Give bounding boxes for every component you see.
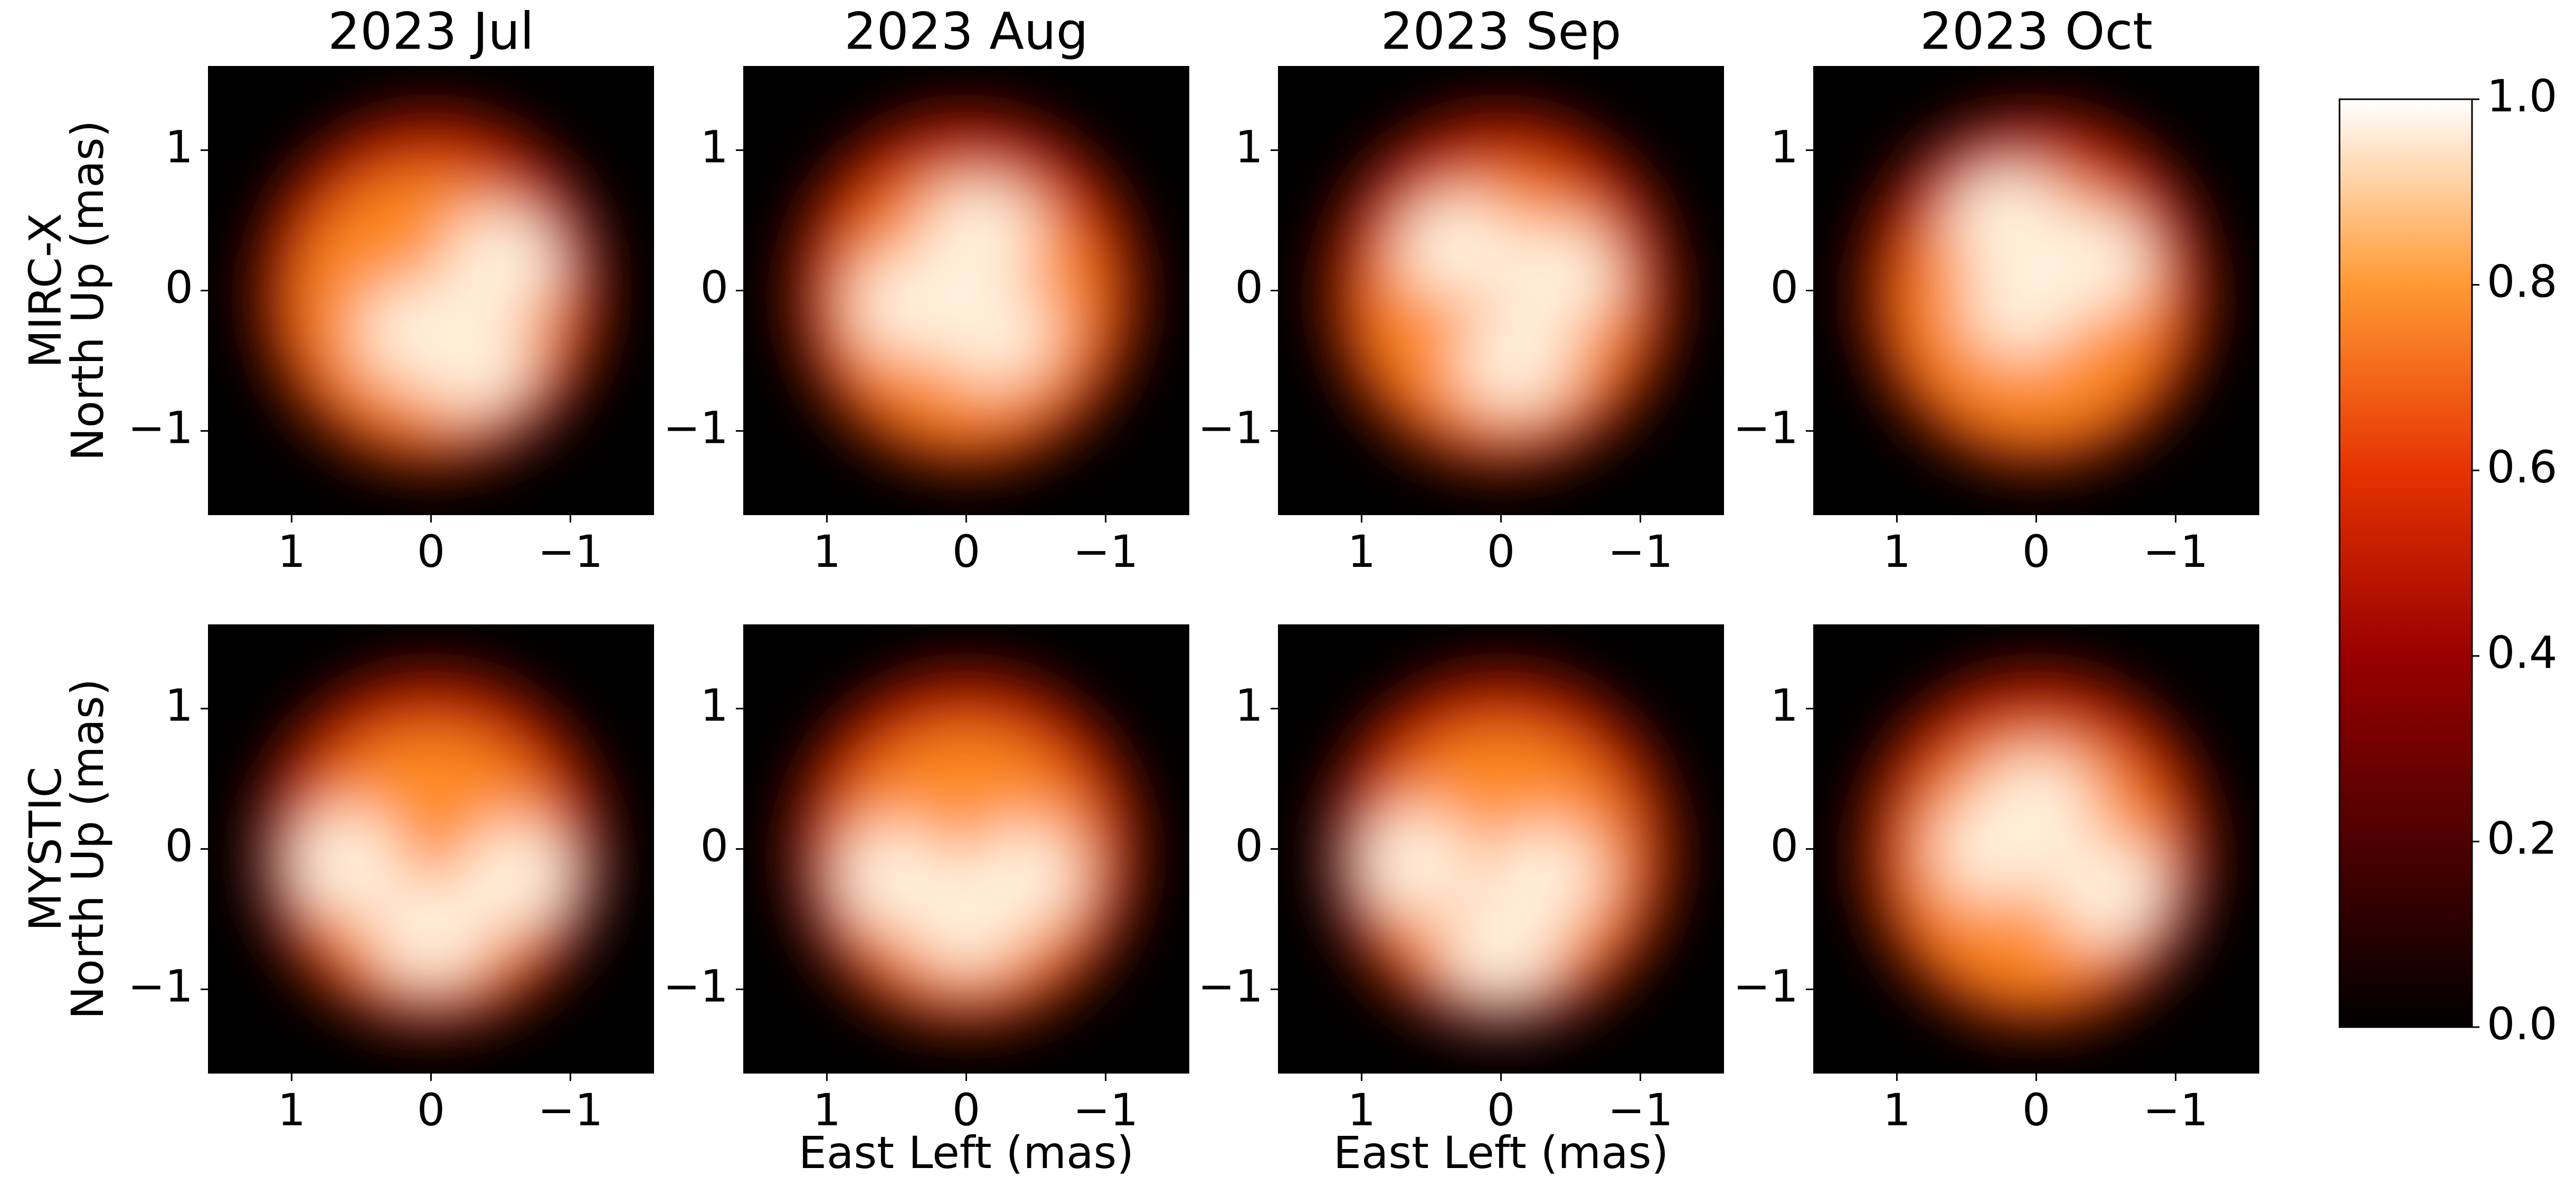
x-tick-label: −1 — [538, 1084, 603, 1136]
hotspot — [1498, 224, 1615, 330]
y-tick-label: 0 — [1770, 261, 1798, 313]
x-tick-label: −1 — [538, 526, 603, 577]
x-tick-label: 1 — [278, 526, 306, 577]
y-tick-label: −1 — [663, 960, 728, 1012]
blob — [1862, 112, 2210, 469]
x-tick-label: 1 — [1348, 526, 1376, 577]
hotspot — [922, 182, 1039, 288]
y-tick-label: −1 — [1733, 960, 1798, 1012]
y-tick-label: −1 — [128, 960, 193, 1012]
hotspot — [1443, 894, 1560, 1000]
blob — [792, 671, 1140, 1028]
x-tick-label: −1 — [2143, 526, 2209, 577]
y-tick-label: 1 — [1235, 121, 1263, 173]
colorbar-tick-label: 0.8 — [2487, 256, 2558, 308]
blob — [257, 671, 605, 1028]
x-tick-label: 1 — [1883, 526, 1911, 577]
y-tick-label: 0 — [165, 820, 193, 871]
image — [1813, 624, 2259, 1074]
image — [743, 624, 1189, 1074]
image — [208, 66, 654, 515]
y-tick-label: 0 — [1235, 820, 1263, 871]
blob — [257, 112, 605, 469]
colorbar-tick-label: 0.0 — [2487, 998, 2558, 1050]
y-tick-label: 1 — [1770, 680, 1798, 732]
y-tick-label: 1 — [1770, 121, 1798, 173]
y-tick-label: 1 — [1235, 680, 1263, 732]
blob — [1862, 671, 2210, 1028]
x-tick-label: −1 — [1608, 526, 1673, 577]
hotspot — [1978, 754, 2095, 860]
y-tick-label: −1 — [128, 402, 193, 453]
hotspot — [908, 866, 1025, 972]
colorbar-tick-label: 0.4 — [2487, 627, 2558, 679]
image — [208, 624, 654, 1074]
panel-title: 2023 Oct — [1920, 2, 2153, 61]
image — [1813, 66, 2259, 515]
x-tick-label: −1 — [1073, 526, 1139, 577]
y-tick-label: 1 — [165, 121, 193, 173]
y-tick-label: 0 — [1235, 261, 1263, 313]
x-tick-label: 1 — [278, 1084, 306, 1136]
y-tick-label: 1 — [700, 680, 728, 732]
hotspot — [2033, 210, 2151, 316]
hotspot — [1359, 810, 1476, 916]
y-tick-label: 0 — [165, 261, 193, 313]
x-axis-label: East Left (mas) — [799, 1127, 1134, 1177]
y-tick-label: −1 — [663, 402, 728, 453]
blob — [792, 112, 1140, 469]
figure: 10−1−1012023 JulMIRC-XNorth Up (mas)10−1… — [0, 0, 2576, 1177]
image — [743, 66, 1189, 515]
colorbar-tick-label: 0.6 — [2487, 441, 2558, 493]
y-tick-label: 0 — [1770, 820, 1798, 871]
y-tick-label: 0 — [700, 261, 728, 313]
x-tick-label: −1 — [2143, 1084, 2209, 1136]
y-axis-label: North Up (mas) — [62, 120, 113, 461]
x-tick-label: 0 — [2022, 1084, 2050, 1136]
x-tick-label: 0 — [2022, 526, 2050, 577]
blob — [1327, 671, 1675, 1028]
y-tick-label: −1 — [1198, 402, 1263, 453]
x-axis-label: East Left (mas) — [1333, 1127, 1669, 1177]
y-tick-label: 0 — [700, 820, 728, 871]
hotspot — [414, 307, 532, 413]
x-tick-label: 0 — [952, 526, 980, 577]
hotspot — [373, 880, 490, 986]
y-tick-label: 1 — [165, 680, 193, 732]
y-tick-label: 1 — [700, 121, 728, 173]
colorbar-tick-label: 1.0 — [2487, 70, 2558, 122]
colorbar-tick-label: 0.2 — [2487, 812, 2558, 864]
y-axis-label: North Up (mas) — [62, 679, 113, 1020]
panel-title: 2023 Aug — [844, 2, 1088, 61]
colorbar — [2340, 99, 2472, 1027]
image — [1278, 66, 1724, 515]
hotspot — [2048, 838, 2165, 944]
panel-title: 2023 Jul — [328, 2, 534, 61]
x-tick-label: 0 — [1487, 526, 1515, 577]
x-tick-label: 0 — [417, 1084, 445, 1136]
y-tick-label: −1 — [1198, 960, 1263, 1012]
x-tick-label: 1 — [1883, 1084, 1911, 1136]
y-tick-label: −1 — [1733, 402, 1798, 453]
blob — [1327, 112, 1675, 469]
image — [1278, 624, 1724, 1074]
x-tick-label: 0 — [417, 526, 445, 577]
x-tick-label: 1 — [813, 526, 841, 577]
panel-title: 2023 Sep — [1381, 2, 1622, 61]
